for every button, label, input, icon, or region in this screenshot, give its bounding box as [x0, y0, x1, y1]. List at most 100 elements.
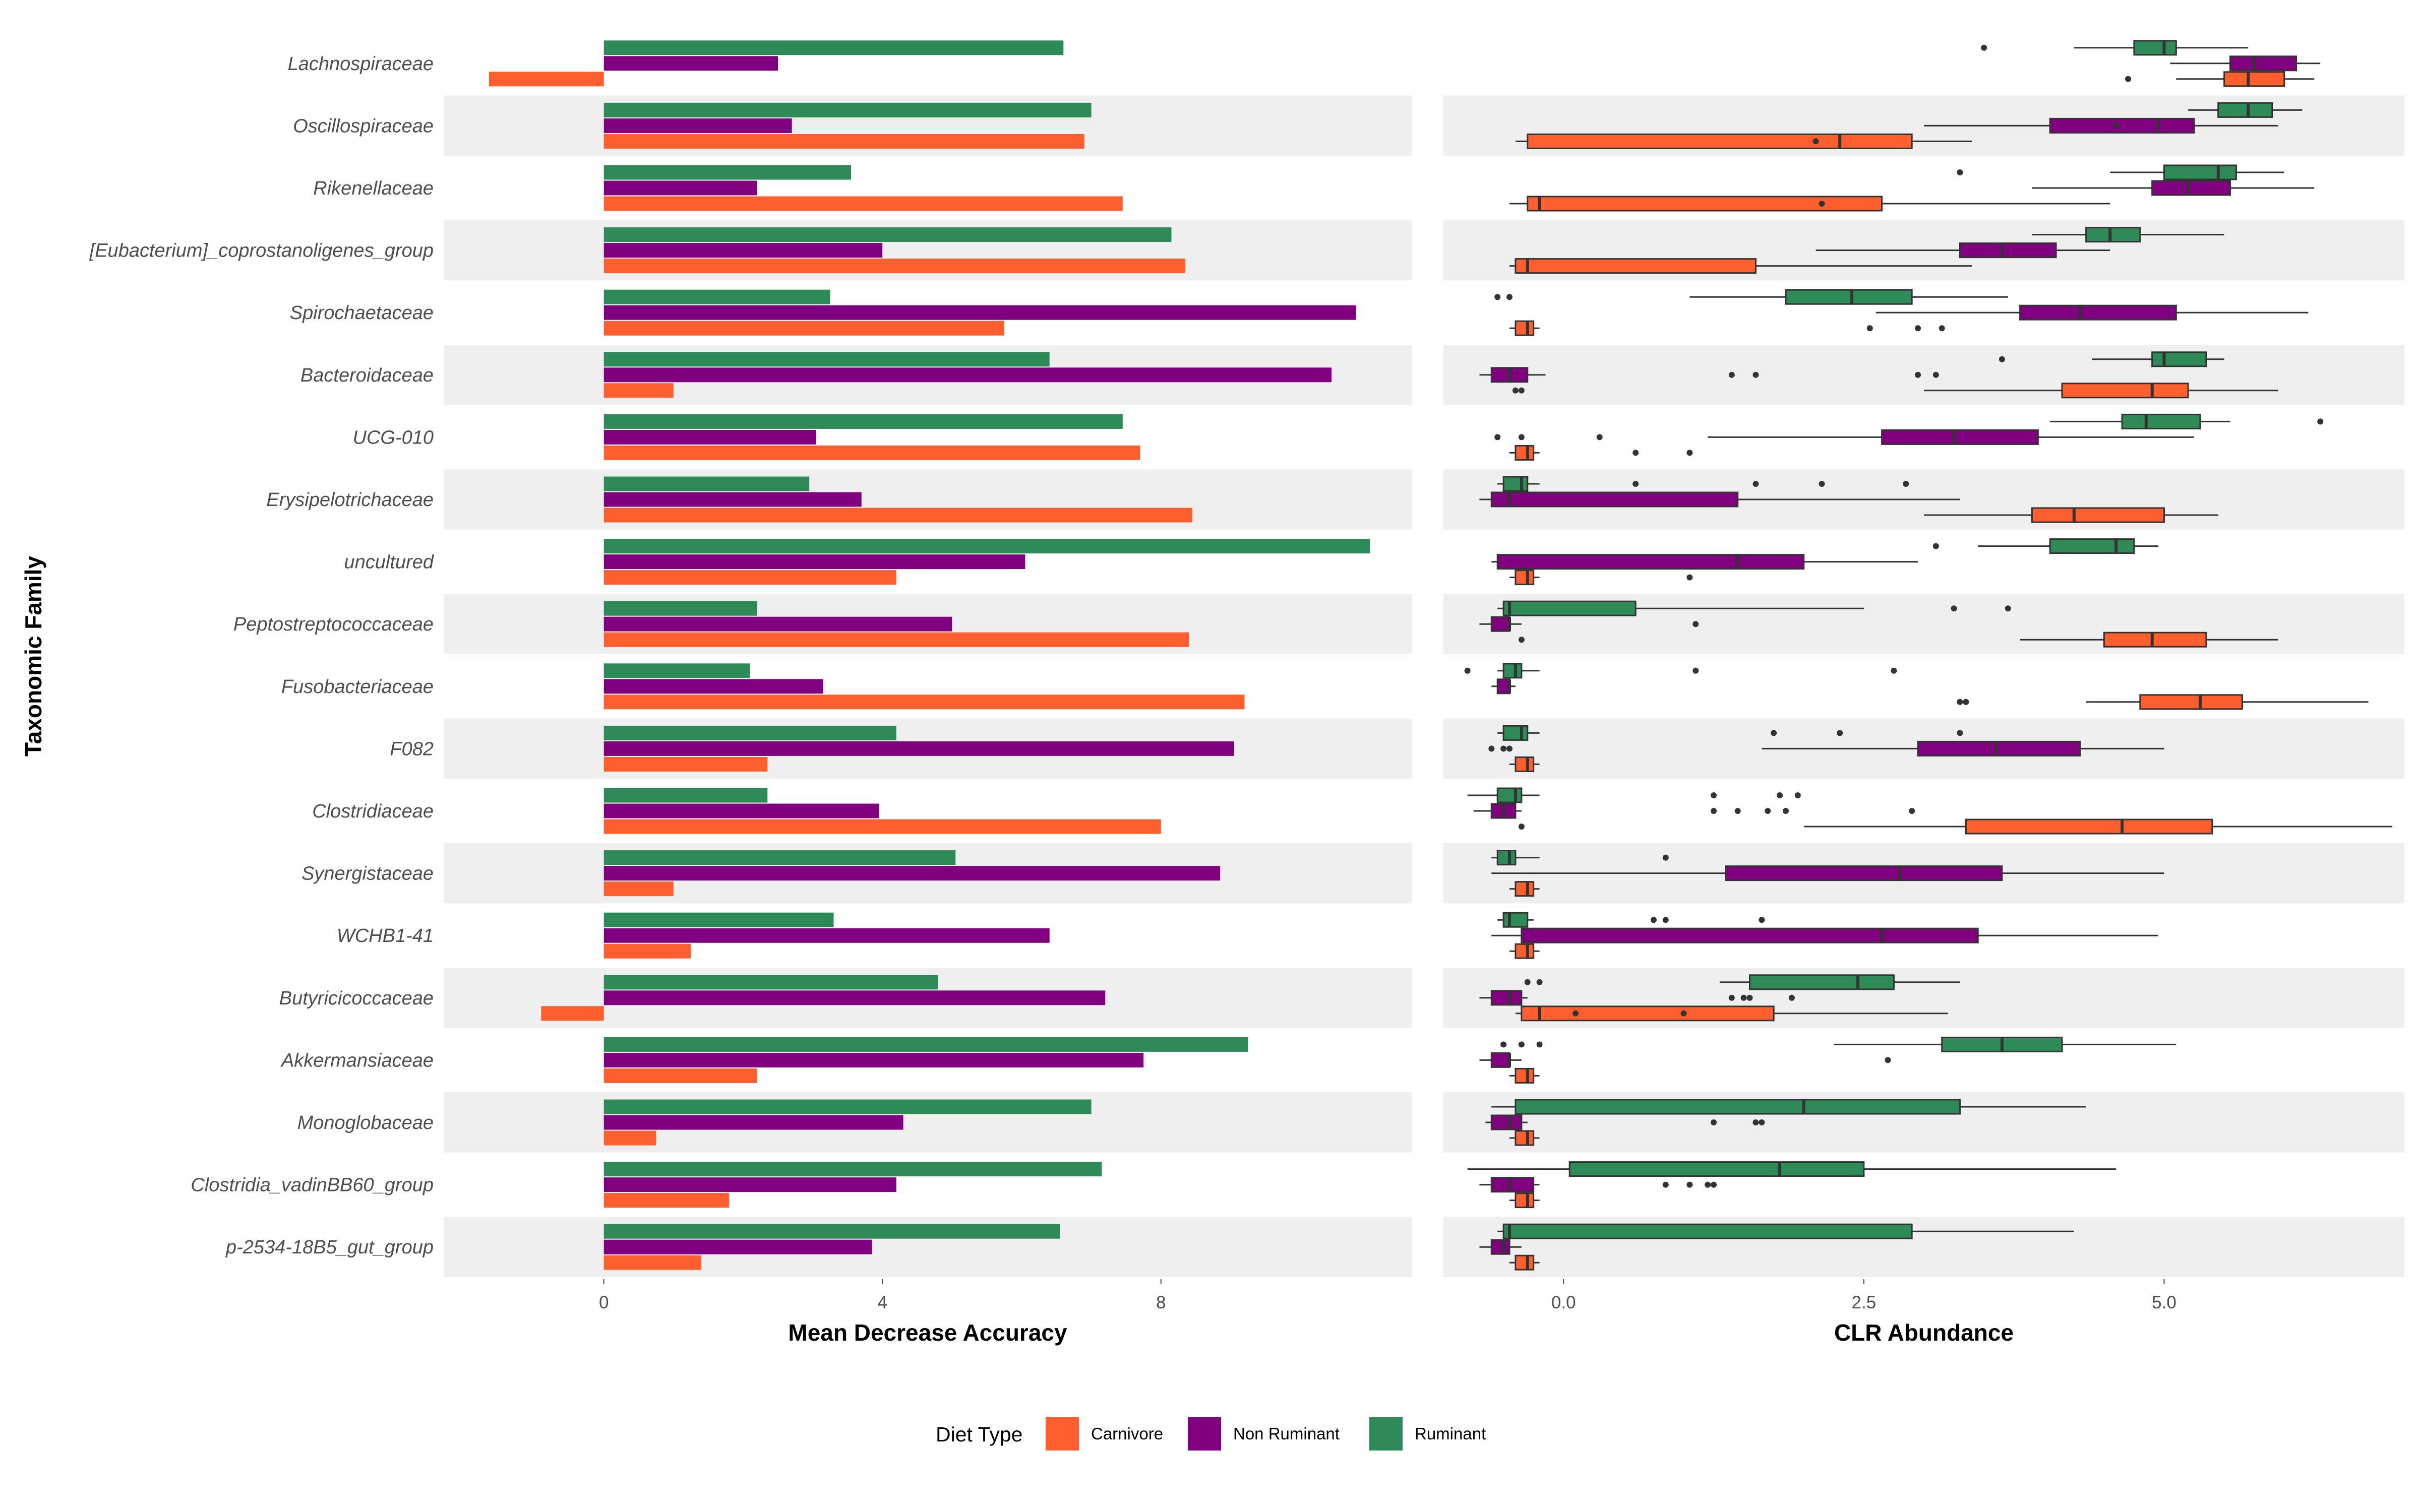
- box-spirochaetaceae-carnivore: [1515, 320, 1535, 336]
- bar-eubacterium-coprostanoligenes-group-non-ruminant: [603, 243, 883, 258]
- box-p-2534-18b5-gut-group-carnivore: [1515, 1254, 1535, 1271]
- outlier-fusobacteriaceae-ruminant: [1464, 667, 1471, 674]
- bar-rikenellaceae-non-ruminant: [603, 180, 757, 196]
- outlier-bacteroidaceae-carnivore: [1518, 387, 1525, 394]
- outlier-akkermansiaceae-ruminant: [1500, 1041, 1507, 1048]
- box-lachnospiraceae-non-ruminant: [2229, 55, 2297, 72]
- bar-fusobacteriaceae-ruminant: [603, 663, 750, 678]
- box-p-2534-18b5-gut-group-ruminant: [1502, 1223, 1913, 1239]
- family-label-erysipelotrichaceae: Erysipelotrichaceae: [266, 489, 434, 511]
- family-label-butyricicoccaceae: Butyricicoccaceae: [279, 988, 434, 1009]
- box-wchb1-41-ruminant: [1502, 912, 1529, 928]
- bar-lachnospiraceae-carnivore: [489, 72, 604, 87]
- bar-akkermansiaceae-ruminant: [603, 1037, 1248, 1052]
- bar-bacteroidaceae-ruminant: [603, 352, 1050, 367]
- family-label-wchb1-41: WCHB1-41: [337, 925, 434, 947]
- box-x-tick-label: 5.0: [2152, 1293, 2176, 1312]
- outlier-bacteroidaceae-ruminant: [1999, 356, 2005, 362]
- outlier-wchb1-41-ruminant: [1759, 917, 1765, 923]
- family-label-peptostreptococcaceae: Peptostreptococcaceae: [233, 614, 434, 635]
- outlier-monoglobaceae-non-ruminant: [1752, 1119, 1759, 1125]
- outlier-clostridiaceae-non-ruminant: [1711, 808, 1717, 814]
- box-ucg-010-carnivore: [1515, 445, 1535, 461]
- bar-akkermansiaceae-non-ruminant: [603, 1052, 1144, 1067]
- outlier-butyricicoccaceae-carnivore: [1572, 1010, 1579, 1017]
- bar-p-2534-18b5-gut-group-carnivore: [603, 1255, 702, 1270]
- box-fusobacteriaceae-ruminant: [1502, 663, 1523, 679]
- family-label-monoglobaceae: Monoglobaceae: [297, 1112, 434, 1133]
- outlier-clostridiaceae-non-ruminant: [1909, 808, 1915, 814]
- family-label-p-2534-18b5-gut-group: p-2534-18B5_gut_group: [225, 1237, 434, 1258]
- bar-clostridiaceae-non-ruminant: [603, 803, 879, 818]
- bar-fusobacteriaceae-non-ruminant: [603, 679, 823, 694]
- outlier-clostridiaceae-non-ruminant: [1734, 808, 1741, 814]
- outlier-ucg-010-carnivore: [1686, 450, 1693, 456]
- legend: Diet Type Carnivore Non Ruminant Ruminant: [936, 1417, 1486, 1451]
- bar-peptostreptococcaceae-ruminant: [603, 601, 757, 616]
- box-x-tick-label: 2.5: [1852, 1293, 1877, 1312]
- family-label-eubacterium-coprostanoligenes-group: [Eubacterium]_coprostanoligenes_group: [89, 240, 434, 262]
- box-eubacterium-coprostanoligenes-group-non-ruminant: [1959, 242, 2057, 259]
- outlier-wchb1-41-ruminant: [1650, 917, 1657, 923]
- bar-clostridia-vadinbb60-group-non-ruminant: [603, 1177, 896, 1192]
- outlier-oscillospiraceae-non-ruminant: [2113, 122, 2120, 129]
- outlier-clostridia-vadinbb60-group-non-ruminant: [1711, 1181, 1717, 1188]
- bar-monoglobaceae-ruminant: [603, 1099, 1092, 1114]
- box-rikenellaceae-non-ruminant: [2151, 180, 2231, 196]
- legend-label-non-ruminant: Non Ruminant: [1233, 1424, 1340, 1443]
- outlier-butyricicoccaceae-ruminant: [1536, 979, 1543, 985]
- outlier-f082-non-ruminant: [1488, 745, 1495, 752]
- bar-uncultured-carnivore: [603, 570, 896, 585]
- bar-butyricicoccaceae-carnivore: [541, 1006, 604, 1021]
- bar-synergistaceae-non-ruminant: [603, 866, 1221, 881]
- clr-boxplots: [1464, 40, 2393, 1271]
- outlier-clostridia-vadinbb60-group-non-ruminant: [1662, 1181, 1669, 1188]
- box-erysipelotrichaceae-carnivore: [2031, 507, 2165, 523]
- outlier-f082-non-ruminant: [1506, 745, 1513, 752]
- outlier-butyricicoccaceae-non-ruminant: [1740, 994, 1747, 1001]
- box-clostridia-vadinbb60-group-carnivore: [1515, 1192, 1535, 1209]
- outlier-clostridia-vadinbb60-group-non-ruminant: [1686, 1181, 1693, 1188]
- outlier-erysipelotrichaceae-ruminant: [1819, 481, 1825, 487]
- bar-x-axis-title: Mean Decrease Accuracy: [788, 1319, 1067, 1346]
- outlier-ucg-010-non-ruminant: [1494, 434, 1501, 440]
- bar-uncultured-ruminant: [603, 539, 1370, 554]
- box-p-2534-18b5-gut-group-non-ruminant: [1490, 1239, 1510, 1255]
- family-label-synergistaceae: Synergistaceae: [301, 863, 434, 885]
- bar-x-tick-label: 0: [599, 1293, 609, 1312]
- bar-butyricicoccaceae-non-ruminant: [603, 990, 1106, 1005]
- outlier-peptostreptococcaceae-carnivore: [1518, 637, 1525, 643]
- outlier-f082-non-ruminant: [1500, 745, 1507, 752]
- bar-ucg-010-carnivore: [603, 445, 1140, 460]
- outlier-butyricicoccaceae-non-ruminant: [1746, 994, 1753, 1001]
- bar-clostridiaceae-carnivore: [603, 819, 1161, 834]
- box-uncultured-non-ruminant: [1496, 554, 1805, 570]
- bar-ucg-010-non-ruminant: [603, 429, 816, 445]
- box-x-axis-title: CLR Abundance: [1834, 1319, 2014, 1346]
- box-rikenellaceae-ruminant: [2163, 164, 2237, 180]
- outlier-clostridiaceae-ruminant: [1711, 792, 1717, 798]
- family-label-ucg-010: UCG-010: [353, 427, 434, 448]
- bar-monoglobaceae-carnivore: [603, 1130, 656, 1146]
- outlier-uncultured-carnivore: [1686, 574, 1693, 581]
- bar-x-tick-label: 8: [1156, 1293, 1166, 1312]
- bar-lachnospiraceae-non-ruminant: [603, 56, 778, 71]
- family-label-clostridiaceae: Clostridiaceae: [312, 801, 434, 822]
- outlier-ucg-010-carnivore: [1632, 450, 1639, 456]
- box-peptostreptococcaceae-non-ruminant: [1490, 616, 1510, 632]
- outlier-butyricicoccaceae-non-ruminant: [1728, 994, 1735, 1001]
- bar-erysipelotrichaceae-carnivore: [603, 508, 1192, 523]
- outlier-rikenellaceae-carnivore: [1819, 201, 1825, 207]
- family-label-f082: F082: [390, 738, 434, 760]
- bar-fusobacteriaceae-carnivore: [603, 695, 1245, 710]
- box-clostridiaceae-carnivore: [1965, 818, 2213, 835]
- y-axis-title: Taxonomic Family: [20, 556, 46, 757]
- outlier-spirochaetaceae-carnivore: [1939, 325, 1945, 332]
- bar-wchb1-41-carnivore: [603, 943, 691, 959]
- outlier-fusobacteriaceae-carnivore: [1957, 699, 1963, 705]
- box-akkermansiaceae-carnivore: [1515, 1067, 1535, 1084]
- box-monoglobaceae-non-ruminant: [1490, 1114, 1523, 1130]
- outlier-bacteroidaceae-carnivore: [1512, 387, 1519, 394]
- outlier-fusobacteriaceae-ruminant: [1891, 667, 1897, 674]
- outlier-spirochaetaceae-carnivore: [1915, 325, 1921, 332]
